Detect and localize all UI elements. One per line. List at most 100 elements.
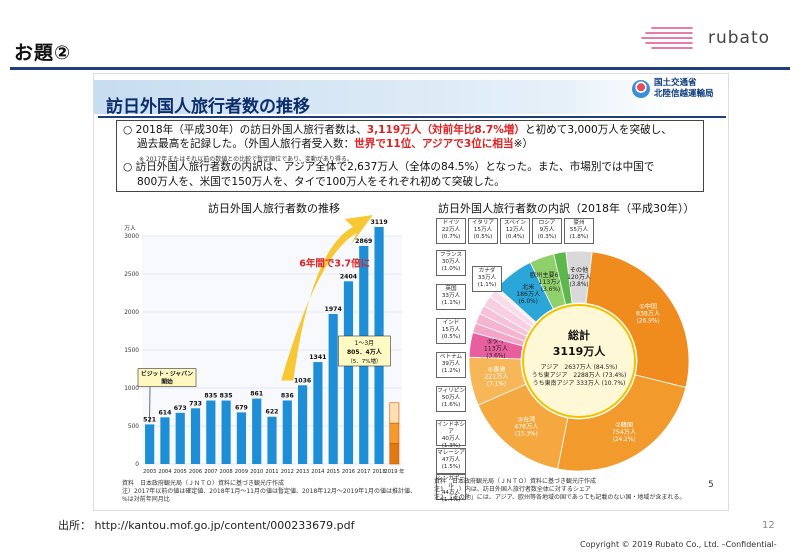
bar-chart-title: 訪日外国人旅行者数の推移: [208, 202, 340, 215]
bar: [145, 424, 155, 464]
y-tick-label: 1500: [124, 348, 139, 354]
legend-pct: (0.4%): [505, 234, 525, 240]
pie-chart: ①中国 838万人 (26.9%) ②韓国 754万人 (24.2%) ③台湾 476万人 (1…: [424, 196, 724, 508]
page-number: 12: [762, 520, 775, 531]
legend-box: シンガポール 44万人 (1.4%): [436, 474, 466, 503]
legend-box: イタリア 15万人 (0.5%): [468, 218, 498, 244]
legend-pct: (0.3%): [537, 234, 557, 240]
q1-label-3: （5．7%増）: [347, 357, 381, 365]
legend-value: 33万人: [477, 275, 497, 281]
slice-value: 221万人: [484, 374, 508, 381]
y-tick-label: 500: [128, 424, 139, 430]
legend-box: カナダ 33万人 (1.1%): [472, 266, 502, 292]
bar-value-label: 1036: [294, 377, 311, 384]
bar: [236, 412, 246, 464]
header-divider: [10, 67, 790, 70]
slice-label: ①中国: [639, 302, 657, 310]
bar-chart-svg: 050010001500200025003000万人52120036142004…: [124, 214, 404, 475]
legend-value: 50万人: [441, 395, 461, 401]
legend-name: スペイン: [504, 220, 526, 226]
slice-pct: (6.0%): [519, 299, 538, 305]
bullet: ○: [123, 161, 133, 173]
x-tick-label: 2018: [372, 469, 385, 475]
summary-line-4: 800万人を、米国で150万人を、タイで100万人をそれぞれ初めて突破した。: [137, 176, 505, 188]
slice-value: 476万人: [514, 423, 538, 430]
pie-chart-svg: ①中国838万人(26.9%)②韓国754万人(24.2%)③台湾476万人(1…: [468, 250, 690, 472]
bar: [190, 408, 201, 464]
summary-box: ○ 2018年（平成30年）の訪日外国人旅行者数は、3,119万人（対前年比8.…: [116, 120, 704, 192]
legend-value: 44万人: [441, 490, 461, 496]
bar-value-label: 2869: [355, 238, 372, 245]
legend-box: インド 15万人 (0.5%): [436, 318, 466, 344]
slice-pct: (3.8%): [569, 282, 588, 288]
bar: [252, 398, 262, 464]
q1-label-2: 805．4万人: [347, 348, 383, 356]
slice-value: 186万人: [516, 291, 540, 298]
rubato-logo-icon: [641, 27, 693, 49]
bar-value-label: 679: [235, 404, 248, 411]
center-value: 3119万人: [553, 344, 607, 358]
x-tick-label: 2009: [235, 469, 248, 475]
summary-text: ※）: [513, 138, 534, 150]
bar-value-label: 836: [281, 392, 294, 399]
legend-value: 30万人: [441, 259, 461, 265]
slice-label: ②韓国: [615, 421, 633, 429]
slice-pct: (3.6%): [541, 287, 560, 293]
legend-value: 33万人: [441, 293, 461, 299]
x-tick-label: 2015: [327, 469, 340, 475]
legend-box: フィリピン 50万人 (1.6%): [436, 386, 466, 412]
slide-title-band: 訪日外国人旅行者数の推移: [94, 80, 674, 117]
pie-chart-notes: 資料 日本政府観光局（ＪＮＴＯ）資料に基づき観光庁作成 注1 （ ）内は、訪日外…: [434, 478, 724, 502]
y-tick-label: 1000: [124, 386, 139, 392]
ministry-logo-icon: [632, 80, 650, 98]
slice-value: 754万人: [612, 429, 636, 436]
pie-note-1: 注1 （ ）内は、訪日外国人旅行者数全体に対するシェア: [434, 486, 591, 493]
center-detail: アジア 2637万人 (84.5%): [541, 364, 618, 371]
legend-value: 55万人: [569, 227, 589, 233]
summary-text: 過去最高を記録した。（外国人旅行者受入数：: [137, 138, 355, 150]
x-tick-label: 2007: [204, 469, 217, 475]
legend-value: 9万人: [539, 227, 555, 233]
bar: [328, 313, 338, 464]
bar: [175, 412, 185, 464]
summary-text: 2018年（平成30年）の訪日外国人旅行者数は、: [135, 124, 367, 136]
ministry-name-line2: 北陸信越運輸局: [654, 89, 714, 99]
bar: [221, 400, 231, 464]
bar-value-label: 1974: [325, 306, 343, 313]
x-tick-label: 2012: [281, 469, 294, 475]
y-tick-label: 0: [135, 462, 139, 468]
ministry-name-line1: 国土交通省: [654, 78, 697, 88]
slice-pct: (26.9%): [637, 318, 660, 324]
legend-box: ロシア 9万人 (0.3%): [532, 218, 562, 244]
x-tick-label: 2010: [250, 469, 263, 475]
legend-name: ドイツ: [442, 220, 460, 226]
pie-center: [522, 304, 636, 418]
legend-pct: (1.2%): [441, 368, 461, 374]
bar-note-1: 注）2017年以前の値は確定値、2018年1月～11月の値は暫定値、2018年1…: [122, 488, 416, 495]
legend-name: ロシア: [538, 220, 556, 226]
legend-pct: (1.6%): [441, 402, 461, 408]
bar-chart: 0 500 1000 1500 2000 2500 3000 万人 521 2003 614 2004…: [112, 196, 416, 508]
legend-pct: (0.7%): [441, 234, 461, 240]
embedded-slide: 訪日外国人旅行者数の推移 国土交通省 北陸信越運輸局 ○ 2018年（平成30年…: [93, 73, 729, 511]
y-tick-label: 3000: [124, 234, 139, 240]
legend-pct: (1.4%): [441, 497, 461, 503]
slice-label: 北米: [522, 283, 534, 291]
slice-label: ③台湾: [517, 415, 535, 423]
slice-pct: (24.2%): [613, 437, 636, 443]
slice-value: 838万人: [636, 310, 660, 317]
pie-source: 資料 日本政府観光局（ＪＮＴＯ）資料に基づき観光庁作成: [434, 478, 597, 485]
pie-slice: [585, 251, 690, 388]
pie-note-2: 注2 「その他」には、アジア、欧州等各地域の国であっても記載のない国・地域が含ま…: [434, 494, 686, 501]
center-detail: うち東アジア 2288万人 (73.4%): [532, 371, 627, 379]
bar-value-label: 2404: [340, 273, 358, 280]
bar: [343, 281, 354, 464]
q1-callout-box: [338, 335, 391, 367]
summary-text: と初めて3,000万人を突破し、: [525, 124, 672, 136]
pie-slice: [557, 374, 687, 472]
x-tick-label: 2004: [158, 469, 172, 475]
bar: [298, 385, 308, 464]
source-link[interactable]: http://kantou.mof.go.jp/content/00023367…: [94, 519, 355, 532]
bar-value-label: 733: [189, 400, 202, 407]
bar-value-label: 1341: [309, 354, 326, 361]
